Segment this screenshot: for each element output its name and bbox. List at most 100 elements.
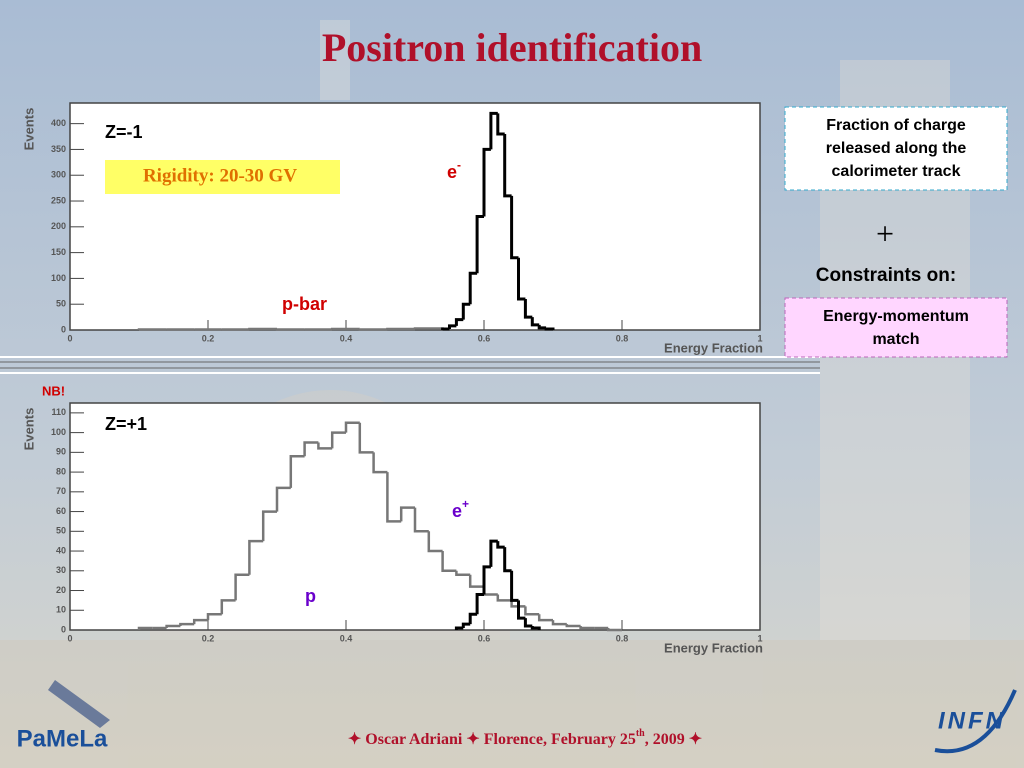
y-tick-label: 50 [56,299,66,309]
info-box [784,297,1008,358]
y-tick-label: 300 [51,170,66,180]
histogram-bin [165,624,181,629]
x-tick-label: 0.4 [340,333,353,343]
x-tick-label: 0.6 [478,333,491,343]
annotation: Z=+1 [105,414,147,434]
y-tick-label: 80 [56,466,66,476]
annotation-sup: - [457,158,461,172]
x-tick-label: 1 [757,333,762,343]
histogram-bin [427,531,443,553]
histogram-bin [137,328,167,331]
histogram-bin [510,570,519,602]
annotation: p-bar [282,294,327,314]
histogram-bin [468,612,478,625]
x-axis-label: Energy Fraction [664,340,763,355]
info-text: calorimeter track [832,163,961,180]
y-tick-label: 10 [56,605,66,615]
histogram-bin [179,622,195,627]
histogram-bin [489,111,498,150]
x-tick-label: 0.8 [616,333,629,343]
y-tick-label: 100 [51,427,66,437]
note: NB! [42,383,65,398]
histogram-bin [517,600,526,620]
y-tick-label: 400 [51,118,66,128]
info-text: Fraction of charge [826,117,966,134]
x-tick-label: 0.2 [202,333,215,343]
y-tick-label: 30 [56,565,66,575]
y-axis-label: Events [21,108,36,151]
logo-left: PaMeLa [17,680,110,752]
histogram-bin [523,618,533,628]
y-tick-label: 0 [61,624,66,634]
histogram-bin [220,599,236,615]
histogram-bin [530,317,540,327]
histogram-bin [386,327,415,331]
y-tick-label: 110 [51,407,66,417]
histogram-bin [565,624,581,628]
histogram-bin [530,626,541,630]
y-tick-label: 60 [56,506,66,516]
y-tick-label: 100 [51,273,66,283]
histogram-bin [386,472,402,523]
histogram-bin [496,594,512,602]
footer: ✦ Oscar Adriani ✦ Florence, February 25t… [348,728,702,747]
histogram-bin [303,441,319,457]
histogram-bin [475,592,484,615]
annotation: Z=-1 [105,122,143,142]
histogram-bin [468,271,478,305]
x-tick-label: 1 [757,633,762,643]
footer-sup: th [636,728,645,739]
histogram-bin [468,574,484,588]
histogram-bin [510,195,519,260]
annotation: p [305,586,316,606]
histogram-bin [289,455,305,488]
histogram-bin [489,539,498,567]
histogram-bin [537,324,547,330]
histogram-bin [579,626,595,630]
histogram-bin [275,328,305,331]
histogram-bin [454,318,464,326]
histogram-bin [503,547,512,573]
plus: + [876,215,894,251]
x-tick-label: 0.4 [340,633,353,643]
y-tick-label: 20 [56,585,66,595]
y-tick-label: 40 [56,545,66,555]
y-axis-label: Events [21,408,36,451]
histogram-bin [330,327,360,331]
constraints-label: Constraints on: [816,265,956,286]
histogram-bin [524,606,540,616]
histogram-bin [551,620,567,626]
annotation-box [105,160,340,194]
histogram-bin [496,113,505,136]
plot-area [69,102,761,331]
histogram-bin [496,541,505,549]
histogram-bin [523,299,533,319]
histogram-bin [358,422,374,454]
histogram-bin [344,421,360,433]
histogram-bin [455,570,471,576]
histogram-bin [606,628,622,632]
annotation: Rigidity: 20-30 GV [143,165,297,186]
histogram-bin [454,626,464,630]
histogram-bin [206,612,222,621]
histogram-bin [413,507,429,533]
histogram-bin [317,442,333,450]
histogram-bin [137,626,153,630]
histogram-bin [475,215,484,274]
y-tick-label: 50 [56,526,66,536]
histogram-bin [461,302,471,320]
histogram-bin [248,539,264,575]
histogram-bin [275,486,291,512]
y-tick-label: 350 [51,144,66,154]
histogram-bin [248,327,277,331]
y-tick-label: 150 [51,247,66,257]
histogram-bin [537,614,553,622]
logo-right: INFN [934,689,1017,754]
histogram-bin [503,133,512,198]
histogram-bin [234,573,250,601]
histogram-bin [517,257,526,301]
histogram-bin [461,622,471,629]
x-axis-label: Energy Fraction [664,640,763,655]
